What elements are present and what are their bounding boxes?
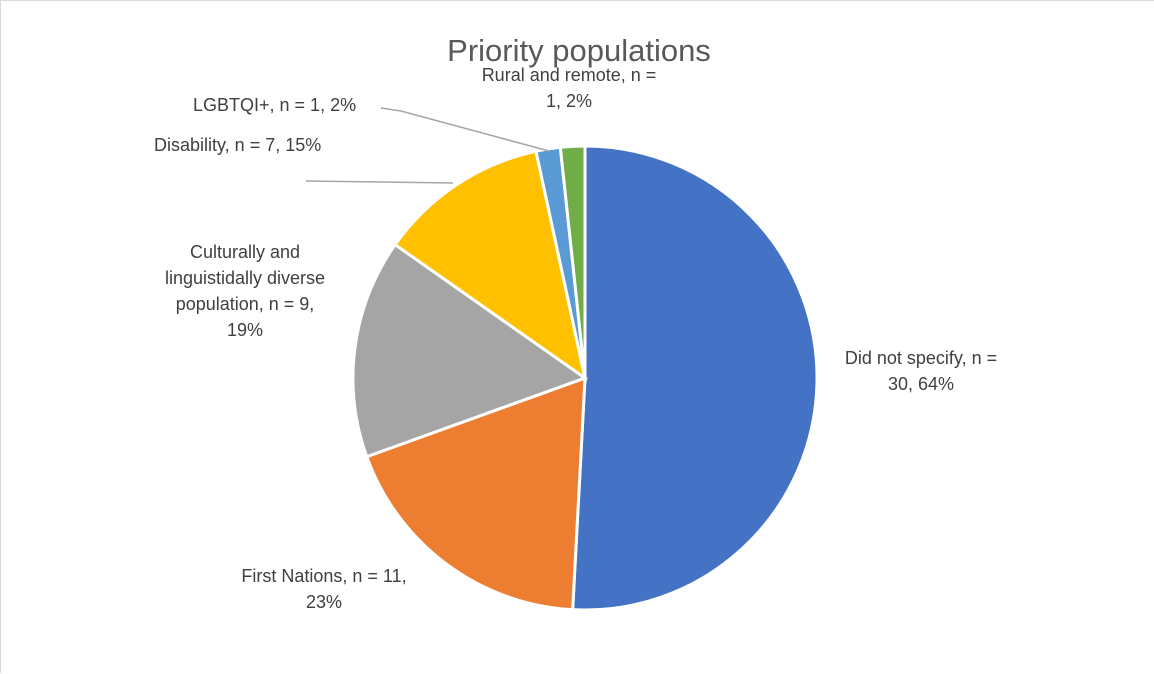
data-label-rural-and-remote: Rural and remote, n = 1, 2%: [482, 65, 657, 111]
pie-slice-first-nations: [364, 375, 587, 612]
data-label-line: Culturally and: [190, 242, 300, 262]
data-label-line: 23%: [306, 592, 342, 612]
pie-slice-disability: [393, 149, 588, 382]
data-label-line: population, n = 9,: [176, 294, 315, 314]
data-label-line: 1, 2%: [546, 91, 592, 111]
data-label-first-nations: First Nations, n = 11, 23%: [241, 566, 406, 612]
slices-layer: [351, 144, 819, 612]
data-label-line: 19%: [227, 320, 263, 340]
data-label-disability: Disability, n = 7, 15%: [154, 135, 321, 155]
data-label-culturally-and-linguistidally-diverse-population: Culturally and linguistidally diverse popu…: [165, 242, 325, 340]
leader-line-lgbtqi: [380, 107, 550, 152]
pie-slice-did-not-specify: [571, 144, 819, 612]
data-label-line: Did not specify, n =: [845, 348, 997, 368]
data-label-line: LGBTQI+, n = 1, 2%: [193, 95, 356, 115]
pie-slice-rural-and-remote: [558, 144, 587, 379]
data-label-line: 30, 64%: [888, 374, 954, 394]
leader-line-disability: [305, 180, 454, 184]
data-label-line: Disability, n = 7, 15%: [154, 135, 321, 155]
data-label-did-not-specify: Did not specify, n = 30, 64%: [845, 348, 997, 394]
data-label-line: linguistidally diverse: [165, 268, 325, 288]
data-label-line: First Nations, n = 11,: [241, 566, 406, 586]
pie-slice-culturally-and-linguistidally-diverse-population: [351, 242, 589, 459]
data-labels: Did not specify, n = 30, 64% First Nations…: [154, 65, 997, 612]
chart-title: Priority populations: [447, 33, 711, 68]
data-label-lgbtqi: LGBTQI+, n = 1, 2%: [193, 95, 356, 115]
data-label-line: Rural and remote, n =: [482, 65, 657, 85]
leader-lines: [305, 107, 550, 184]
